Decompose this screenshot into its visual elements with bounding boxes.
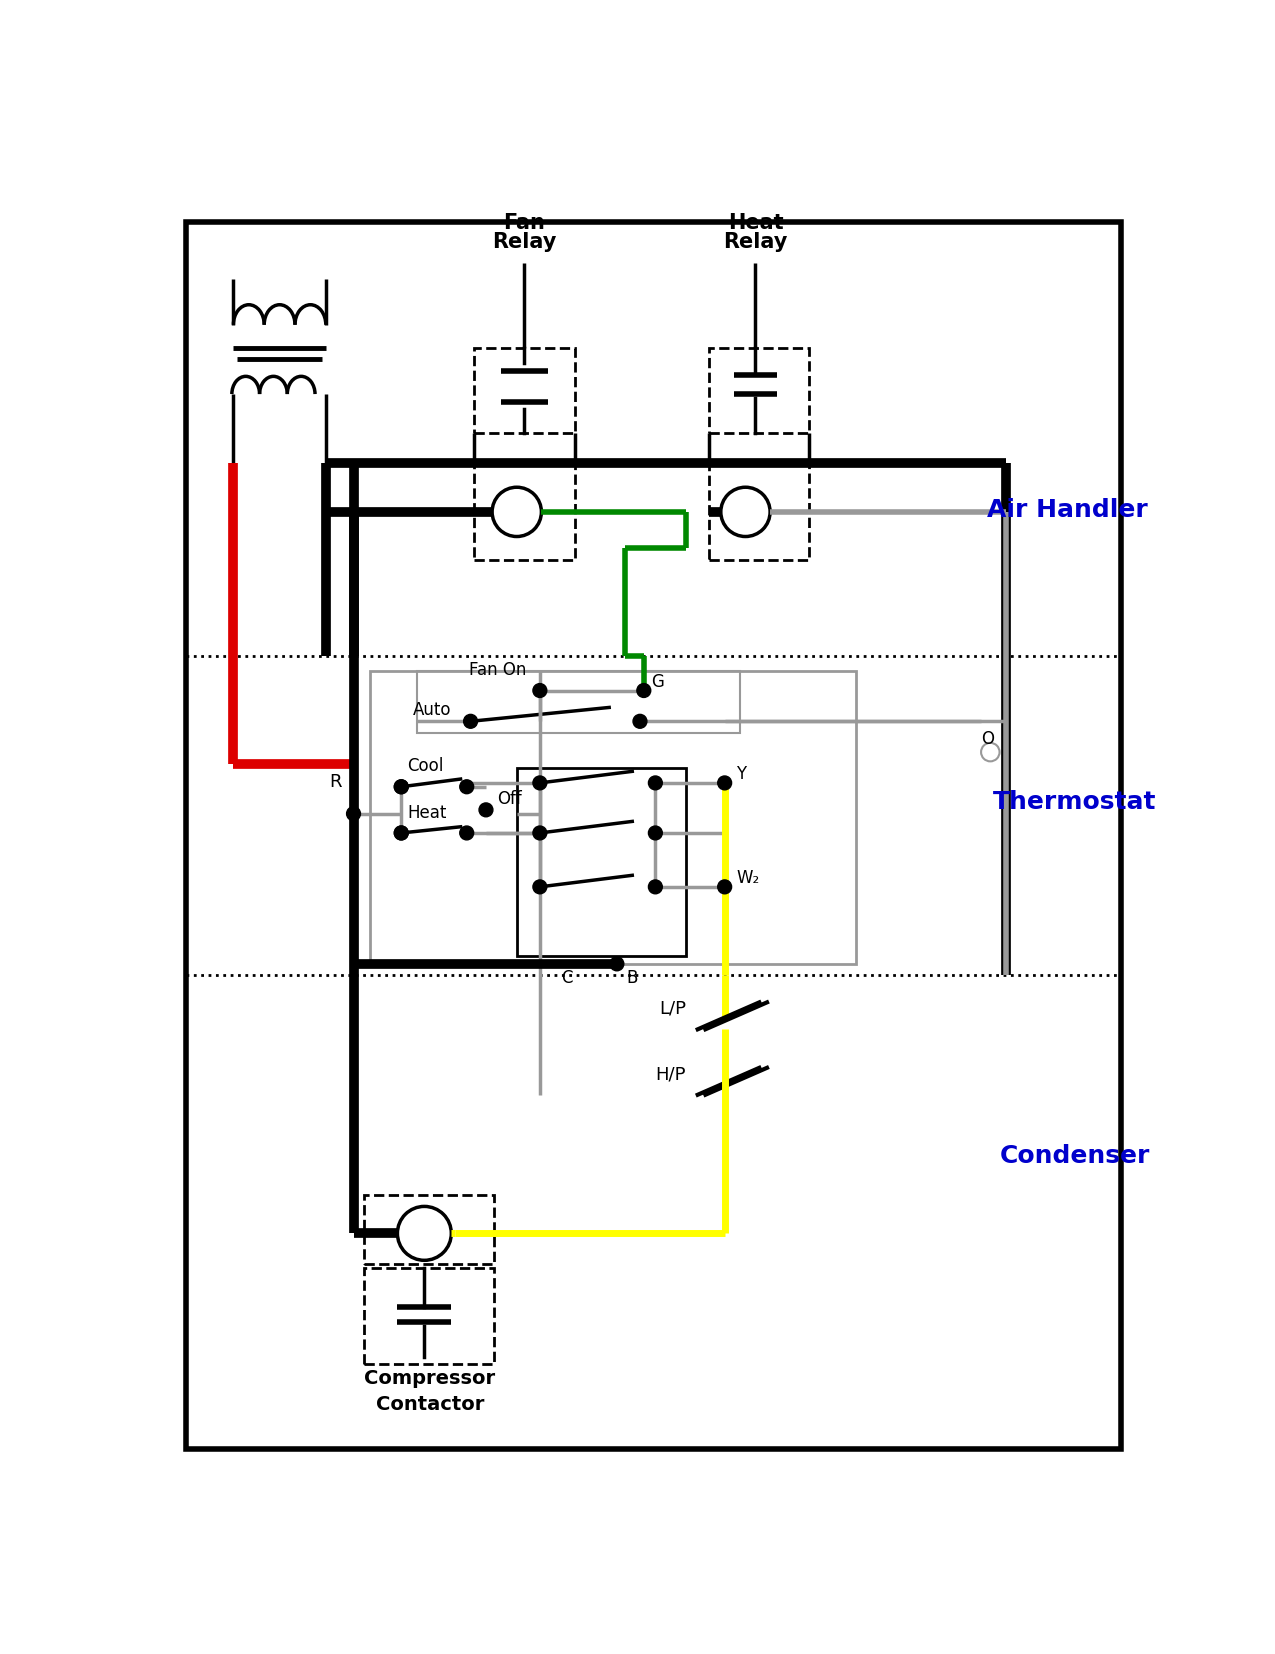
Text: H/P: H/P	[655, 1065, 686, 1083]
Circle shape	[394, 825, 408, 840]
Circle shape	[718, 880, 732, 893]
Circle shape	[649, 776, 662, 791]
Text: Fan On: Fan On	[469, 662, 527, 680]
Text: Cool: Cool	[408, 758, 444, 776]
Bar	[417, 672, 740, 733]
Bar	[709, 463, 810, 559]
Text: Auto: Auto	[413, 701, 451, 719]
Text: Condenser: Condenser	[1000, 1145, 1150, 1168]
Circle shape	[533, 825, 547, 840]
Text: Compressor: Compressor	[365, 1368, 495, 1388]
Circle shape	[649, 880, 662, 893]
Bar	[474, 463, 575, 559]
Bar	[474, 347, 575, 433]
Text: W₂: W₂	[736, 868, 760, 887]
Circle shape	[394, 779, 408, 794]
Text: O: O	[982, 731, 994, 748]
Circle shape	[609, 958, 623, 971]
Circle shape	[479, 802, 493, 817]
Bar	[516, 767, 686, 956]
Text: Heat: Heat	[408, 804, 446, 822]
Bar	[709, 347, 810, 433]
Text: Heat: Heat	[728, 212, 783, 233]
Text: Thermostat: Thermostat	[993, 791, 1156, 814]
Text: Relay: Relay	[723, 232, 788, 251]
Text: Relay: Relay	[492, 232, 557, 251]
Circle shape	[533, 880, 547, 893]
Circle shape	[347, 807, 361, 820]
Text: Y: Y	[736, 766, 746, 782]
Text: Fan: Fan	[504, 212, 546, 233]
Bar	[365, 1269, 493, 1365]
Circle shape	[464, 715, 478, 728]
Text: L/P: L/P	[659, 1001, 686, 1017]
Bar	[371, 672, 856, 964]
Text: R: R	[329, 772, 342, 791]
Text: Off: Off	[497, 789, 523, 807]
Circle shape	[632, 715, 646, 728]
Circle shape	[718, 776, 732, 791]
Circle shape	[460, 779, 473, 794]
Circle shape	[460, 825, 473, 840]
Circle shape	[394, 779, 408, 794]
Text: Air Handler: Air Handler	[987, 498, 1148, 521]
Circle shape	[638, 683, 650, 698]
Text: C: C	[561, 969, 572, 987]
Bar	[365, 1194, 493, 1264]
Circle shape	[533, 683, 547, 698]
Circle shape	[533, 776, 547, 791]
Text: B: B	[626, 969, 638, 987]
Circle shape	[649, 825, 662, 840]
Text: G: G	[652, 673, 664, 691]
Circle shape	[394, 825, 408, 840]
Text: Contactor: Contactor	[376, 1396, 484, 1414]
